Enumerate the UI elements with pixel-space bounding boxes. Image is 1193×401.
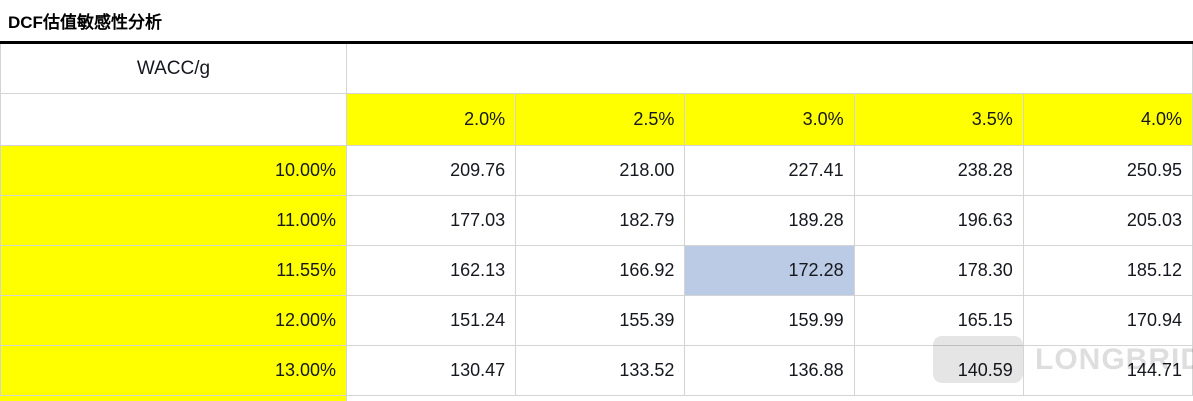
value-cell: 144.71 (1023, 346, 1193, 396)
sensitivity-table: WACC/g 2.0% 2.5% 3.0% 3.5% 4.0% 10.00% 2… (0, 44, 1193, 396)
value-cell: 155.39 (516, 296, 686, 346)
value-cell: 162.13 (347, 246, 517, 296)
page-title: DCF估值敏感性分析 (0, 0, 1193, 44)
row-header-cell: 11.55% (0, 246, 347, 296)
col-header-cell: 4.0% (1023, 94, 1193, 146)
row-header-cell: 10.00% (0, 146, 347, 196)
col-header-cell: 2.5% (516, 94, 686, 146)
col-header-cell: 3.0% (685, 94, 855, 146)
value-cell: 170.94 (1023, 296, 1193, 346)
corner-label-cell: WACC/g (0, 44, 347, 94)
value-cell: 182.79 (516, 196, 686, 246)
empty-header-cell (0, 94, 347, 146)
value-cell: 218.00 (516, 146, 686, 196)
row-header-cell: 13.00% (0, 346, 347, 396)
value-cell: 196.63 (854, 196, 1024, 246)
value-cell: 209.76 (347, 146, 517, 196)
empty-merged-cell (347, 44, 1193, 94)
value-cell: 177.03 (347, 196, 517, 246)
value-cell: 140.59 (854, 346, 1024, 396)
value-cell: 205.03 (1023, 196, 1193, 246)
highlighted-value-cell: 172.28 (685, 246, 855, 296)
row-header-cell: 12.00% (0, 296, 347, 346)
value-cell: 178.30 (854, 246, 1024, 296)
value-cell: 136.88 (685, 346, 855, 396)
value-cell: 185.12 (1023, 246, 1193, 296)
value-cell: 133.52 (516, 346, 686, 396)
col-header-cell: 3.5% (854, 94, 1024, 146)
value-cell: 166.92 (516, 246, 686, 296)
col-header-cell: 2.0% (347, 94, 517, 146)
value-cell: 238.28 (854, 146, 1024, 196)
value-cell: 165.15 (854, 296, 1024, 346)
value-cell: 250.95 (1023, 146, 1193, 196)
value-cell: 159.99 (685, 296, 855, 346)
value-cell: 227.41 (685, 146, 855, 196)
row-header-cell: 11.00% (0, 196, 347, 246)
value-cell: 130.47 (347, 346, 517, 396)
value-cell: 151.24 (347, 296, 517, 346)
value-cell: 189.28 (685, 196, 855, 246)
partial-next-row (0, 396, 347, 401)
